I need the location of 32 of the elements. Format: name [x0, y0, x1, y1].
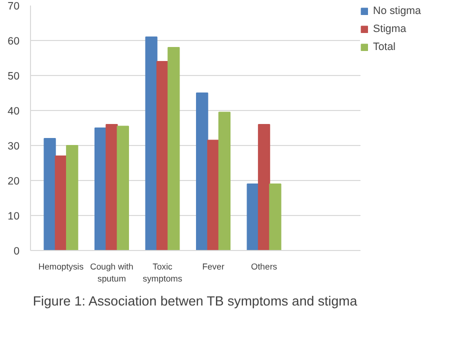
y-tick-label: 20 — [8, 176, 20, 188]
bar — [106, 124, 118, 250]
y-tick-label: 60 — [8, 36, 20, 48]
bar — [246, 184, 259, 250]
caption: Figure 1: Association betwen TB symptoms and stigma — [32, 294, 358, 308]
legend-label: Stigma — [373, 23, 406, 35]
y-tick-label: 40 — [8, 106, 20, 118]
legend-label: No stigma — [373, 5, 421, 17]
bar — [116, 126, 129, 250]
y-tick-label: 10 — [8, 210, 20, 222]
bar — [94, 128, 107, 250]
x-tick-label: Hemoptysis — [38, 262, 84, 272]
x-tick-label: Others — [251, 262, 278, 272]
x-tick-label: Fever — [202, 262, 224, 272]
bar — [168, 47, 180, 250]
bar — [218, 112, 231, 250]
bar — [66, 145, 78, 250]
bar — [196, 92, 208, 250]
x-tick-label: Toxic symptoms — [142, 262, 183, 284]
y-tick-label: 0 — [14, 246, 20, 258]
y-tick-label: 70 — [8, 0, 20, 12]
x-tick-label: Cough with sputum — [90, 262, 134, 284]
bar — [145, 36, 158, 250]
bar — [156, 61, 169, 250]
bar — [207, 140, 220, 250]
bar — [258, 124, 270, 250]
y-tick-label: 50 — [8, 70, 20, 82]
legend-label: Total — [373, 41, 396, 53]
bar — [54, 156, 68, 250]
y-tick-label: 30 — [8, 140, 20, 152]
bar — [269, 184, 282, 250]
bar — [44, 138, 56, 250]
